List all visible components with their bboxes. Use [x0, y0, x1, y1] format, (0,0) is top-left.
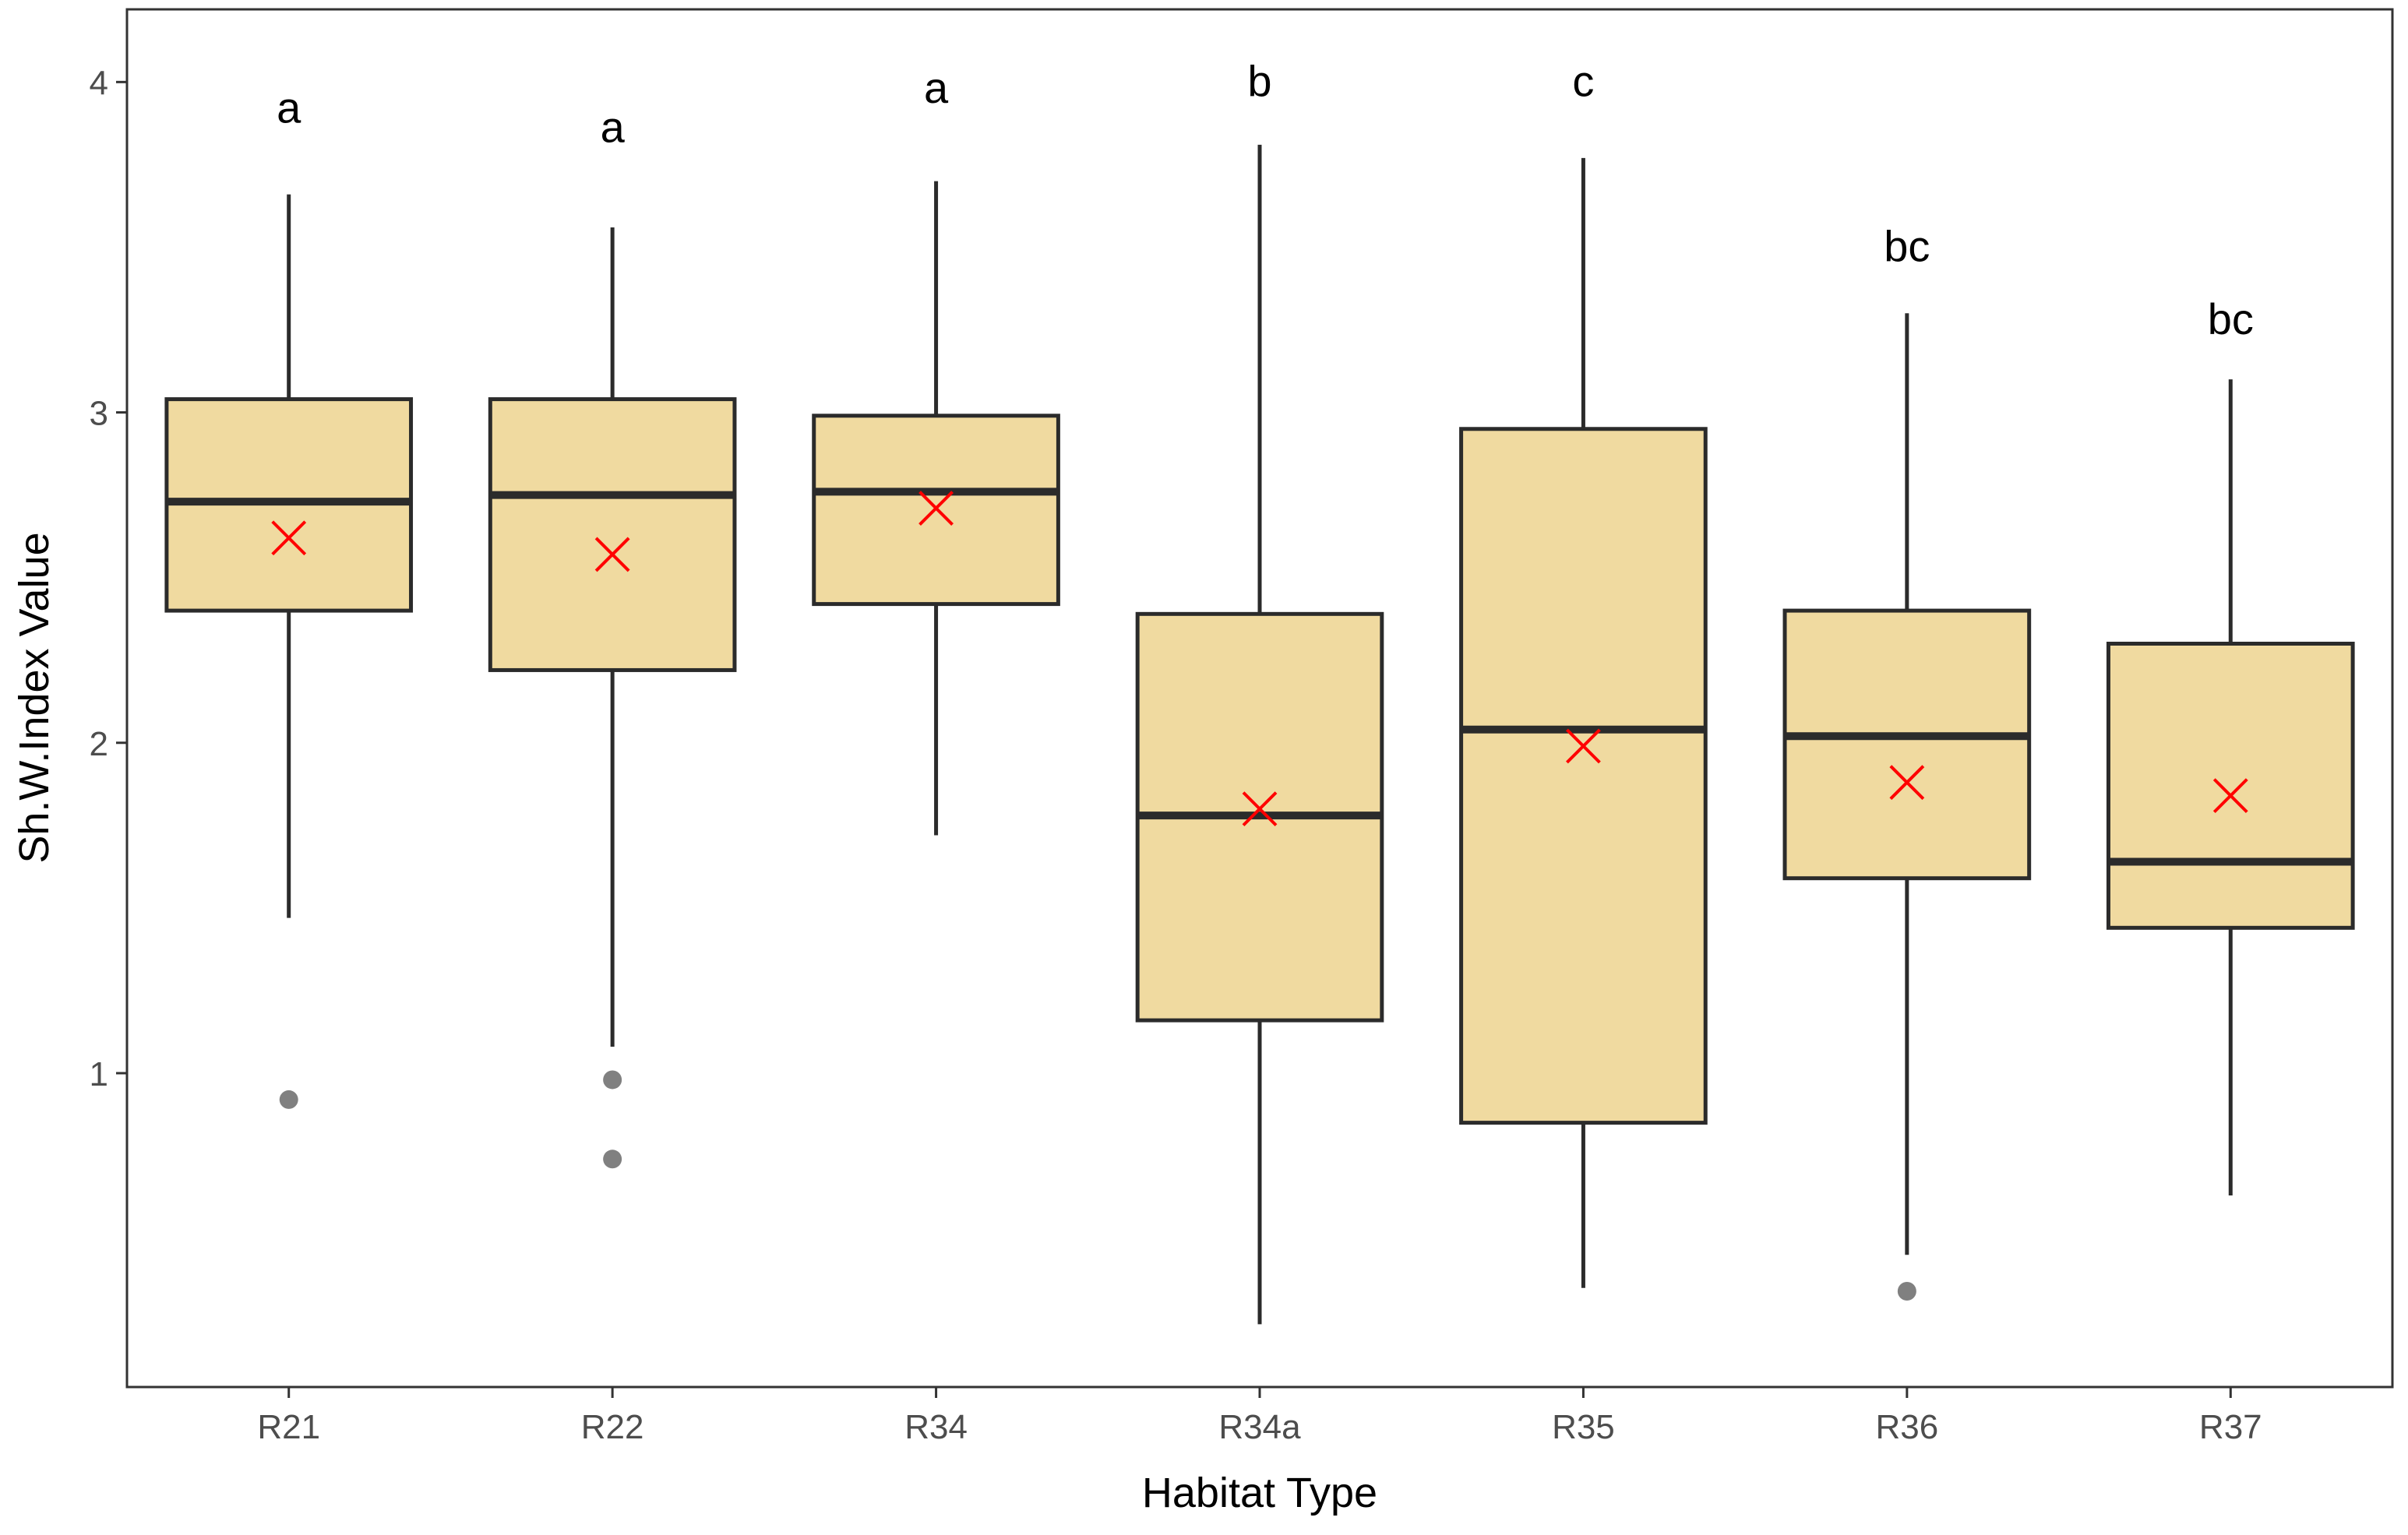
y-axis: 1 2 3 4	[90, 64, 127, 1093]
mean-marker	[594, 537, 630, 572]
x-tick-label: R37	[2199, 1408, 2262, 1446]
mean-marker	[918, 491, 954, 526]
box-r37: bc	[2106, 294, 2355, 1195]
significance-letter: b	[1247, 56, 1271, 105]
x-tick-label: R21	[257, 1408, 320, 1446]
iqr-box	[1459, 427, 1708, 1125]
significance-letter: a	[601, 103, 626, 152]
box-r35: c	[1459, 56, 1708, 1288]
y-tick-label: 2	[90, 725, 108, 763]
significance-letter: bc	[2208, 294, 2254, 343]
x-tick-label: R36	[1875, 1408, 1938, 1446]
mean-marker	[1566, 728, 1601, 764]
significance-letter: c	[1572, 56, 1594, 105]
box-r21: a	[164, 83, 414, 1109]
outlier-point	[279, 1090, 298, 1109]
box-r34a: b	[1135, 56, 1384, 1325]
x-axis: R21 R22 R34 R34a R35 R36 R37	[257, 1387, 2262, 1446]
mean-marker	[1242, 791, 1278, 827]
significance-letter: a	[277, 83, 301, 132]
outlier-point	[603, 1149, 622, 1169]
iqr-box	[1782, 608, 2032, 881]
x-tick-label: R34	[904, 1408, 968, 1446]
mean-marker	[1889, 765, 1925, 801]
significance-letter: bc	[1884, 221, 1930, 270]
outlier-point	[603, 1070, 622, 1090]
x-tick-label: R22	[581, 1408, 644, 1446]
box-r34: a	[812, 63, 1060, 836]
y-axis-title: Sh.W.Index Value	[11, 532, 58, 863]
y-tick-label: 3	[90, 395, 108, 433]
y-tick-label: 4	[90, 64, 108, 102]
outlier-point	[1897, 1281, 1916, 1301]
mean-marker	[271, 520, 307, 556]
box-r22: a	[488, 103, 737, 1169]
significance-letter: a	[924, 63, 949, 112]
x-tick-label: R34a	[1218, 1408, 1301, 1446]
x-axis-title: Habitat Type	[1142, 1470, 1377, 1516]
iqr-box	[488, 397, 737, 672]
mean-marker	[2212, 778, 2248, 814]
x-tick-label: R35	[1552, 1408, 1615, 1446]
y-tick-label: 1	[90, 1055, 108, 1093]
iqr-box	[2106, 642, 2355, 930]
box-r36: bc	[1782, 221, 2032, 1301]
